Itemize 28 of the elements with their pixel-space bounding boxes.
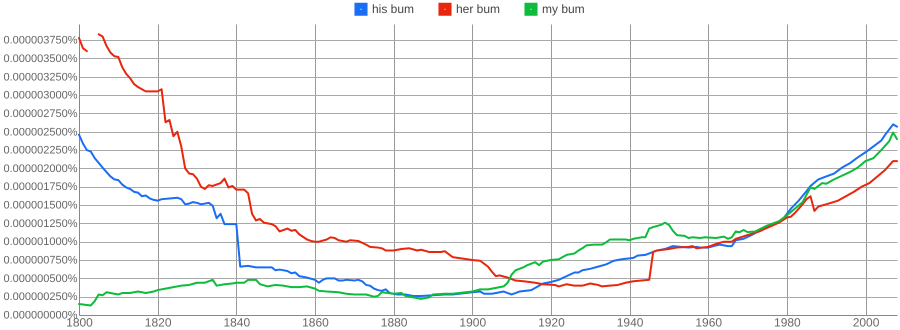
y-tick-label: 0.000001250% xyxy=(3,218,78,230)
y-tick-label: 0.000001750% xyxy=(3,181,78,194)
y-tick-label: 0.000000250% xyxy=(3,291,78,304)
x-tick-label: 1860 xyxy=(302,316,330,330)
x-tick-label: 1920 xyxy=(538,316,566,330)
y-tick-label: 0.000001500% xyxy=(3,200,78,212)
y-tick-label: 0.000000750% xyxy=(3,254,78,267)
legend-label: my bum xyxy=(542,2,585,16)
y-tick-label: 0.000002750% xyxy=(3,108,78,120)
y-tick-label: 0.000002500% xyxy=(3,126,78,138)
x-tick-label: 1940 xyxy=(616,316,644,330)
y-tick-label: 0.000000500% xyxy=(3,272,78,285)
legend-label: his bum xyxy=(372,2,414,16)
y-tick-label: 0.000001000% xyxy=(3,236,78,248)
y-tick-label: 0.000003000% xyxy=(3,90,78,102)
x-tick-label: 1900 xyxy=(459,316,486,330)
y-tick-label: 0.000003500% xyxy=(3,52,78,65)
x-tick-label: 2000 xyxy=(852,316,880,330)
y-tick-label: 0.000002250% xyxy=(3,144,78,157)
y-tick-label: 0.000002000% xyxy=(3,162,78,175)
x-tick-label: 1820 xyxy=(144,316,172,330)
y-tick-label: 0.000003750% xyxy=(3,34,78,47)
x-tick-label: 1880 xyxy=(380,316,408,330)
y-tick-label: 0.000003250% xyxy=(3,71,78,84)
x-tick-label: 1960 xyxy=(695,316,722,330)
legend-label: her bum xyxy=(456,2,500,16)
x-tick-label: 1840 xyxy=(223,316,250,330)
x-tick-label: 1980 xyxy=(774,316,802,330)
